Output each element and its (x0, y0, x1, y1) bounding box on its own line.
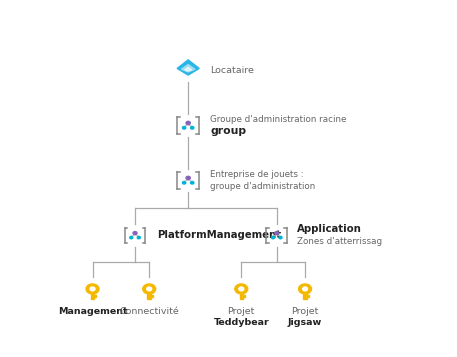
FancyBboxPatch shape (303, 294, 307, 299)
FancyBboxPatch shape (239, 294, 243, 299)
Circle shape (137, 236, 140, 239)
Circle shape (303, 287, 308, 291)
Bar (307, 296, 309, 297)
Text: Connectivité: Connectivité (119, 307, 179, 316)
Circle shape (130, 236, 133, 239)
Text: Application: Application (297, 224, 362, 234)
Bar (151, 295, 153, 296)
Text: Management: Management (58, 307, 128, 316)
Text: groupe d'administration: groupe d'administration (210, 182, 315, 191)
Circle shape (186, 121, 190, 125)
Circle shape (90, 287, 95, 291)
Polygon shape (177, 60, 199, 75)
Text: Locataire: Locataire (210, 66, 254, 75)
Text: PlatformManagement: PlatformManagement (157, 230, 281, 240)
Circle shape (279, 236, 282, 239)
Bar (307, 295, 309, 296)
Bar (151, 296, 153, 297)
Circle shape (86, 284, 99, 294)
Circle shape (235, 284, 248, 294)
Circle shape (239, 287, 244, 291)
FancyBboxPatch shape (148, 294, 151, 299)
Text: Groupe d'administration racine: Groupe d'administration racine (210, 115, 346, 124)
Text: Projet: Projet (228, 307, 255, 316)
Bar (243, 295, 245, 296)
Text: Teddybear: Teddybear (213, 318, 269, 327)
Text: Zones d'atterrissag: Zones d'atterrissag (297, 237, 383, 246)
Polygon shape (181, 65, 195, 72)
Bar (94, 296, 96, 297)
Circle shape (182, 126, 186, 129)
FancyBboxPatch shape (91, 294, 94, 299)
Text: Jigsaw: Jigsaw (288, 318, 322, 327)
Circle shape (271, 236, 275, 239)
Circle shape (191, 181, 194, 184)
Circle shape (147, 287, 152, 291)
Circle shape (133, 232, 137, 235)
Circle shape (186, 176, 190, 180)
Circle shape (182, 181, 186, 184)
Circle shape (275, 232, 279, 235)
Circle shape (191, 126, 194, 129)
Bar (243, 296, 245, 297)
Text: group: group (210, 126, 246, 136)
Bar (94, 295, 96, 296)
Text: Projet: Projet (292, 307, 319, 316)
Polygon shape (185, 67, 191, 71)
Text: Entreprise de jouets :: Entreprise de jouets : (210, 170, 304, 179)
Circle shape (298, 284, 312, 294)
Circle shape (143, 284, 156, 294)
